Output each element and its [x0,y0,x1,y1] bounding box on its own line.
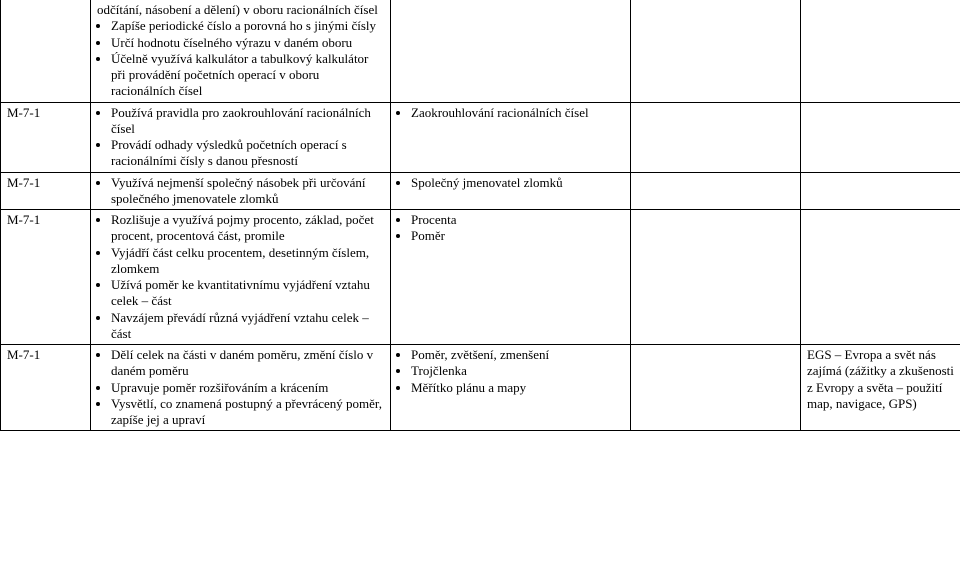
row-crosslinks: EGS – Evropa a svět nás zajímá (zážitky … [801,345,960,431]
row-topics: ProcentaPoměr [391,210,631,345]
row-outcomes: Využívá nejmenší společný násobek při ur… [91,172,391,210]
outcome-item: Vyjádří část celku procentem, desetinným… [111,245,384,278]
topic-list: Zaokrouhlování racionálních čísel [397,105,624,121]
table-row: M-7-1 Využívá nejmenší společný násobek p… [1,172,960,210]
outcome-item: Zapíše periodické číslo a porovná ho s j… [111,18,384,34]
outcome-item: Užívá poměr ke kvantitativnímu vyjádření… [111,277,384,310]
row-crosslinks [801,210,960,345]
row-topics: Společný jmenovatel zlomků [391,172,631,210]
topic-item: Společný jmenovatel zlomků [411,175,624,191]
topic-item: Poměr, zvětšení, zmenšení [411,347,624,363]
topic-list: Poměr, zvětšení, zmenšeníTrojčlenkaMěřít… [397,347,624,396]
outcome-item: Používá pravidla pro zaokrouhlování raci… [111,105,384,138]
outcome-list: Zapíše periodické číslo a porovná ho s j… [97,18,384,99]
topic-list: Společný jmenovatel zlomků [397,175,624,191]
row-topics: Poměr, zvětšení, zmenšeníTrojčlenkaMěřít… [391,345,631,431]
table-row: odčítání, násobení a dělení) v oboru rac… [1,0,960,102]
outcome-list: Používá pravidla pro zaokrouhlování raci… [97,105,384,170]
outcome-item: Upravuje poměr rozšiřováním a krácením [111,380,384,396]
row-crosslinks [801,102,960,172]
outcome-item: Účelně využívá kalkulátor a tabulkový ka… [111,51,384,100]
curriculum-table: odčítání, násobení a dělení) v oboru rac… [0,0,960,431]
topic-item: Trojčlenka [411,363,624,379]
row-topics [391,0,631,102]
row-outcomes: Používá pravidla pro zaokrouhlování raci… [91,102,391,172]
row-col4 [631,210,801,345]
table-row: M-7-1 Používá pravidla pro zaokrouhlování… [1,102,960,172]
row-code: M-7-1 [1,172,91,210]
outcome-item: Využívá nejmenší společný násobek při ur… [111,175,384,208]
outcome-list: Dělí celek na části v daném poměru, změn… [97,347,384,428]
outcome-continuation-text: odčítání, násobení a dělení) v oboru rac… [97,2,384,18]
topic-item: Poměr [411,228,624,244]
outcome-list: Využívá nejmenší společný násobek při ur… [97,175,384,208]
topic-item: Zaokrouhlování racionálních čísel [411,105,624,121]
row-code: M-7-1 [1,210,91,345]
table-row: M-7-1 Rozlišuje a využívá pojmy procento,… [1,210,960,345]
row-col4 [631,0,801,102]
row-code: M-7-1 [1,102,91,172]
topic-item: Měřítko plánu a mapy [411,380,624,396]
outcome-item: Rozlišuje a využívá pojmy procento, zákl… [111,212,384,245]
topic-item: Procenta [411,212,624,228]
row-topics: Zaokrouhlování racionálních čísel [391,102,631,172]
outcome-item: Dělí celek na části v daném poměru, změn… [111,347,384,380]
topic-list: ProcentaPoměr [397,212,624,245]
row-code [1,0,91,102]
row-outcomes: odčítání, násobení a dělení) v oboru rac… [91,0,391,102]
row-code: M-7-1 [1,345,91,431]
outcome-item: Provádí odhady výsledků početních operac… [111,137,384,170]
outcome-item: Vysvětlí, co znamená postupný a převráce… [111,396,384,429]
row-outcomes: Dělí celek na části v daném poměru, změn… [91,345,391,431]
row-crosslinks [801,172,960,210]
row-crosslinks [801,0,960,102]
row-outcomes: Rozlišuje a využívá pojmy procento, zákl… [91,210,391,345]
outcome-list: Rozlišuje a využívá pojmy procento, zákl… [97,212,384,342]
outcome-item: Určí hodnotu číselného výrazu v daném ob… [111,35,384,51]
crosslink-text: EGS – Evropa a svět nás zajímá (zážitky … [807,347,954,412]
page: odčítání, násobení a dělení) v oboru rac… [0,0,960,570]
row-col4 [631,172,801,210]
outcome-item: Navzájem převádí různá vyjádření vztahu … [111,310,384,343]
row-col4 [631,102,801,172]
table-row: M-7-1 Dělí celek na části v daném poměru,… [1,345,960,431]
row-col4 [631,345,801,431]
